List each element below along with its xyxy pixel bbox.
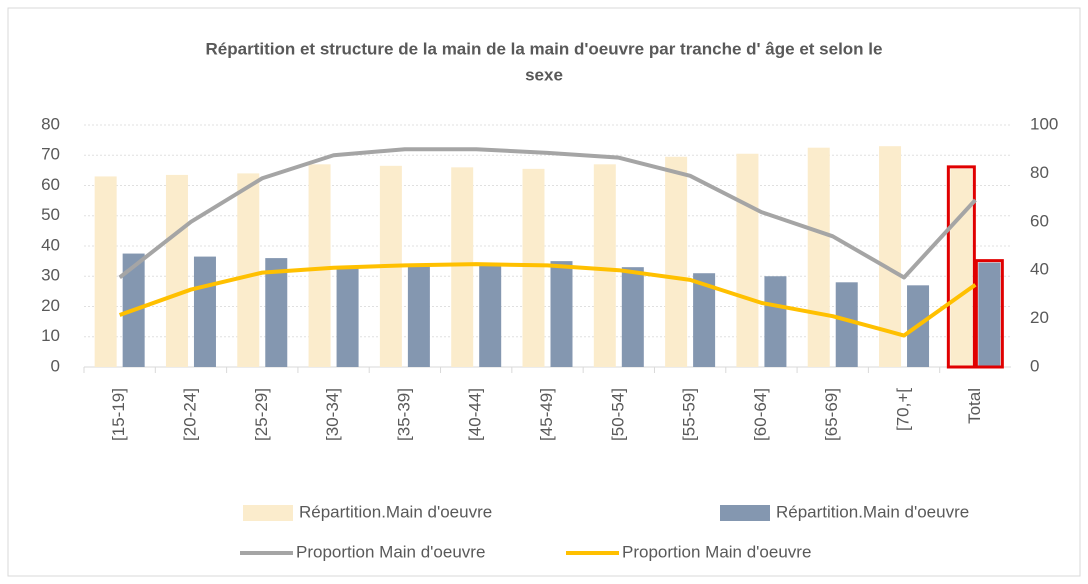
bar: [978, 262, 1001, 367]
bar: [807, 147, 830, 367]
highlight-box: [946, 165, 976, 369]
x-tick-label: [40-44]: [466, 388, 485, 441]
bar: [593, 164, 616, 367]
bar: [265, 258, 288, 367]
highlight-box: [974, 259, 1004, 369]
x-tick-label: [60-64]: [751, 388, 770, 441]
bar: [308, 164, 331, 367]
x-tick-label: [30-34]: [323, 388, 342, 441]
y2-tick-label: 60: [1030, 211, 1049, 230]
x-tick-label: Total: [965, 388, 984, 424]
line: [118, 262, 977, 338]
y-tick-label: 60: [41, 175, 60, 194]
legend-label: Répartition.Main d'oeuvre: [776, 502, 969, 521]
x-tick-label: [20-24]: [180, 388, 199, 441]
y2-tick-label: 40: [1030, 260, 1049, 279]
bar: [94, 176, 117, 367]
y-tick-label: 20: [41, 296, 60, 315]
y-tick-label: 10: [41, 326, 60, 345]
x-tick-label: [65-69]: [822, 388, 841, 441]
x-tick-label: [50-54]: [608, 388, 627, 441]
bar: [550, 261, 573, 367]
bar: [522, 168, 545, 367]
bar: [950, 168, 973, 367]
y-tick-label: 30: [41, 266, 60, 285]
legend-swatch: [243, 505, 293, 521]
y-tick-label: 80: [41, 114, 60, 133]
chart-title: Répartition et structure de la main de l…: [206, 39, 883, 58]
legend-label: Proportion Main d'oeuvre: [622, 542, 811, 561]
bar: [693, 273, 716, 367]
legend-label: Répartition.Main d'oeuvre: [299, 502, 492, 521]
y-tick-label: 40: [41, 235, 60, 254]
y2-tick-label: 20: [1030, 308, 1049, 327]
line: [118, 147, 977, 280]
bar: [451, 167, 474, 367]
bar: [165, 174, 188, 367]
y2-tick-label: 0: [1030, 356, 1039, 375]
x-tick-label: [35-39]: [394, 388, 413, 441]
x-tick-label: [55-59]: [680, 388, 699, 441]
x-tick-label: [25-29]: [252, 388, 271, 441]
bar: [835, 282, 858, 367]
bar: [237, 173, 260, 367]
bar: [407, 265, 430, 367]
bar: [879, 146, 902, 367]
y-tick-label: 50: [41, 205, 60, 224]
y2-tick-label: 80: [1030, 163, 1049, 182]
bar: [336, 267, 359, 367]
bar: [764, 276, 787, 367]
bar: [479, 264, 502, 367]
chart-title: sexe: [525, 65, 563, 84]
bar: [621, 267, 644, 367]
bar: [665, 156, 688, 367]
x-tick-label: [45-49]: [537, 388, 556, 441]
y-tick-label: 0: [51, 356, 60, 375]
bar: [193, 256, 216, 367]
x-tick-label: [15-19]: [109, 388, 128, 441]
y-tick-label: 70: [41, 145, 60, 164]
y2-tick-label: 100: [1030, 114, 1058, 133]
x-tick-label: [70,+[: [894, 388, 913, 431]
legend-swatch: [720, 505, 770, 521]
legend-label: Proportion Main d'oeuvre: [296, 542, 485, 561]
bar: [736, 153, 759, 367]
